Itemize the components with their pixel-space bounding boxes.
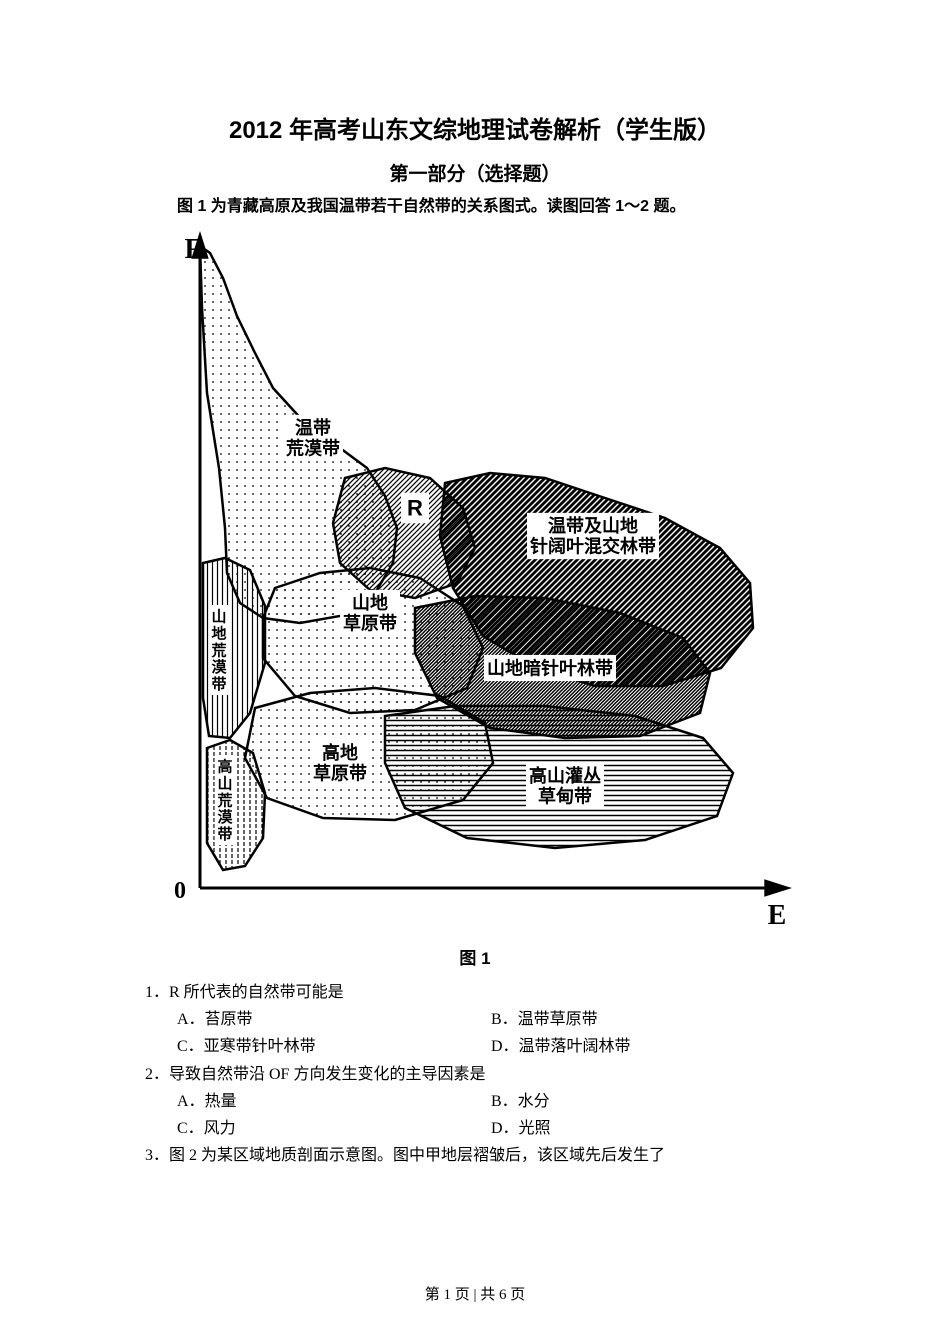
question-1: 1．R 所代表的自然带可能是 — [145, 979, 805, 1006]
page-title: 2012 年高考山东文综地理试卷解析（学生版） — [145, 110, 805, 145]
figure-1: FE0温带荒漠带R温带及山地针阔叶混交林带山地草原带山地暗针叶林带山地荒漠带高地… — [145, 218, 805, 938]
question-2-stem: 2．导致自然带沿 OF 方向发生变化的主导因素是 — [145, 1066, 485, 1083]
label-温带及山地针阔叶混交林带: 温带及山地针阔叶混交林带 — [530, 515, 656, 556]
label-山地荒漠带: 山地荒漠带 — [211, 609, 227, 693]
label-高山荒漠带: 高山荒漠带 — [217, 758, 233, 843]
question-2-options: A．热量B．水分C．风力D．光照 — [145, 1088, 805, 1142]
questions-block: 1．R 所代表的自然带可能是 A．苔原带B．温带草原带C．亚寒带针叶林带D．温带落… — [145, 979, 805, 1169]
label-山地暗针叶林带: 山地暗针叶林带 — [487, 657, 613, 678]
question-3-stem: 3．图 2 为某区域地质剖面示意图。图中甲地层褶皱后，该区域先后发生了 — [145, 1147, 665, 1164]
figure-1-caption: 图 1 — [145, 944, 805, 969]
question-2-option-D: D．光照 — [491, 1115, 805, 1142]
question-1-option-B: B．温带草原带 — [491, 1006, 805, 1033]
page: 2012 年高考山东文综地理试卷解析（学生版） 第一部分（选择题） 图 1 为青… — [0, 0, 950, 1344]
question-3: 3．图 2 为某区域地质剖面示意图。图中甲地层褶皱后，该区域先后发生了 — [145, 1142, 805, 1169]
figure-1-svg: FE0温带荒漠带R温带及山地针阔叶混交林带山地草原带山地暗针叶林带山地荒漠带高地… — [145, 218, 805, 938]
footer-mid: 页 | 共 — [451, 1287, 499, 1303]
footer-prefix: 第 — [425, 1287, 444, 1303]
footer-total: 6 — [499, 1287, 507, 1303]
label-高山灌丛草甸带: 高山灌丛草甸带 — [529, 765, 601, 806]
question-1-stem: 1．R 所代表的自然带可能是 — [145, 984, 344, 1001]
label-R: R — [407, 496, 423, 521]
question-2-option-B: B．水分 — [491, 1088, 805, 1115]
svg-text:0: 0 — [174, 878, 186, 904]
question-1-option-D: D．温带落叶阔林带 — [491, 1033, 805, 1060]
question-2: 2．导致自然带沿 OF 方向发生变化的主导因素是 — [145, 1061, 805, 1088]
intro-text: 图 1 为青藏高原及我国温带若干自然带的关系图式。读图回答 1～2 题。 — [145, 192, 805, 216]
svg-text:E: E — [768, 900, 787, 931]
page-footer: 第 1 页 | 共 6 页 — [0, 1283, 950, 1304]
question-2-option-C: C．风力 — [177, 1115, 491, 1142]
question-1-option-A: A．苔原带 — [177, 1006, 491, 1033]
question-1-option-C: C．亚寒带针叶林带 — [177, 1033, 491, 1060]
section-heading: 第一部分（选择题） — [145, 159, 805, 186]
svg-text:F: F — [184, 234, 201, 265]
question-1-options: A．苔原带B．温带草原带C．亚寒带针叶林带D．温带落叶阔林带 — [145, 1006, 805, 1060]
footer-page: 1 — [443, 1287, 451, 1303]
footer-suffix: 页 — [507, 1287, 526, 1303]
question-2-option-A: A．热量 — [177, 1088, 491, 1115]
